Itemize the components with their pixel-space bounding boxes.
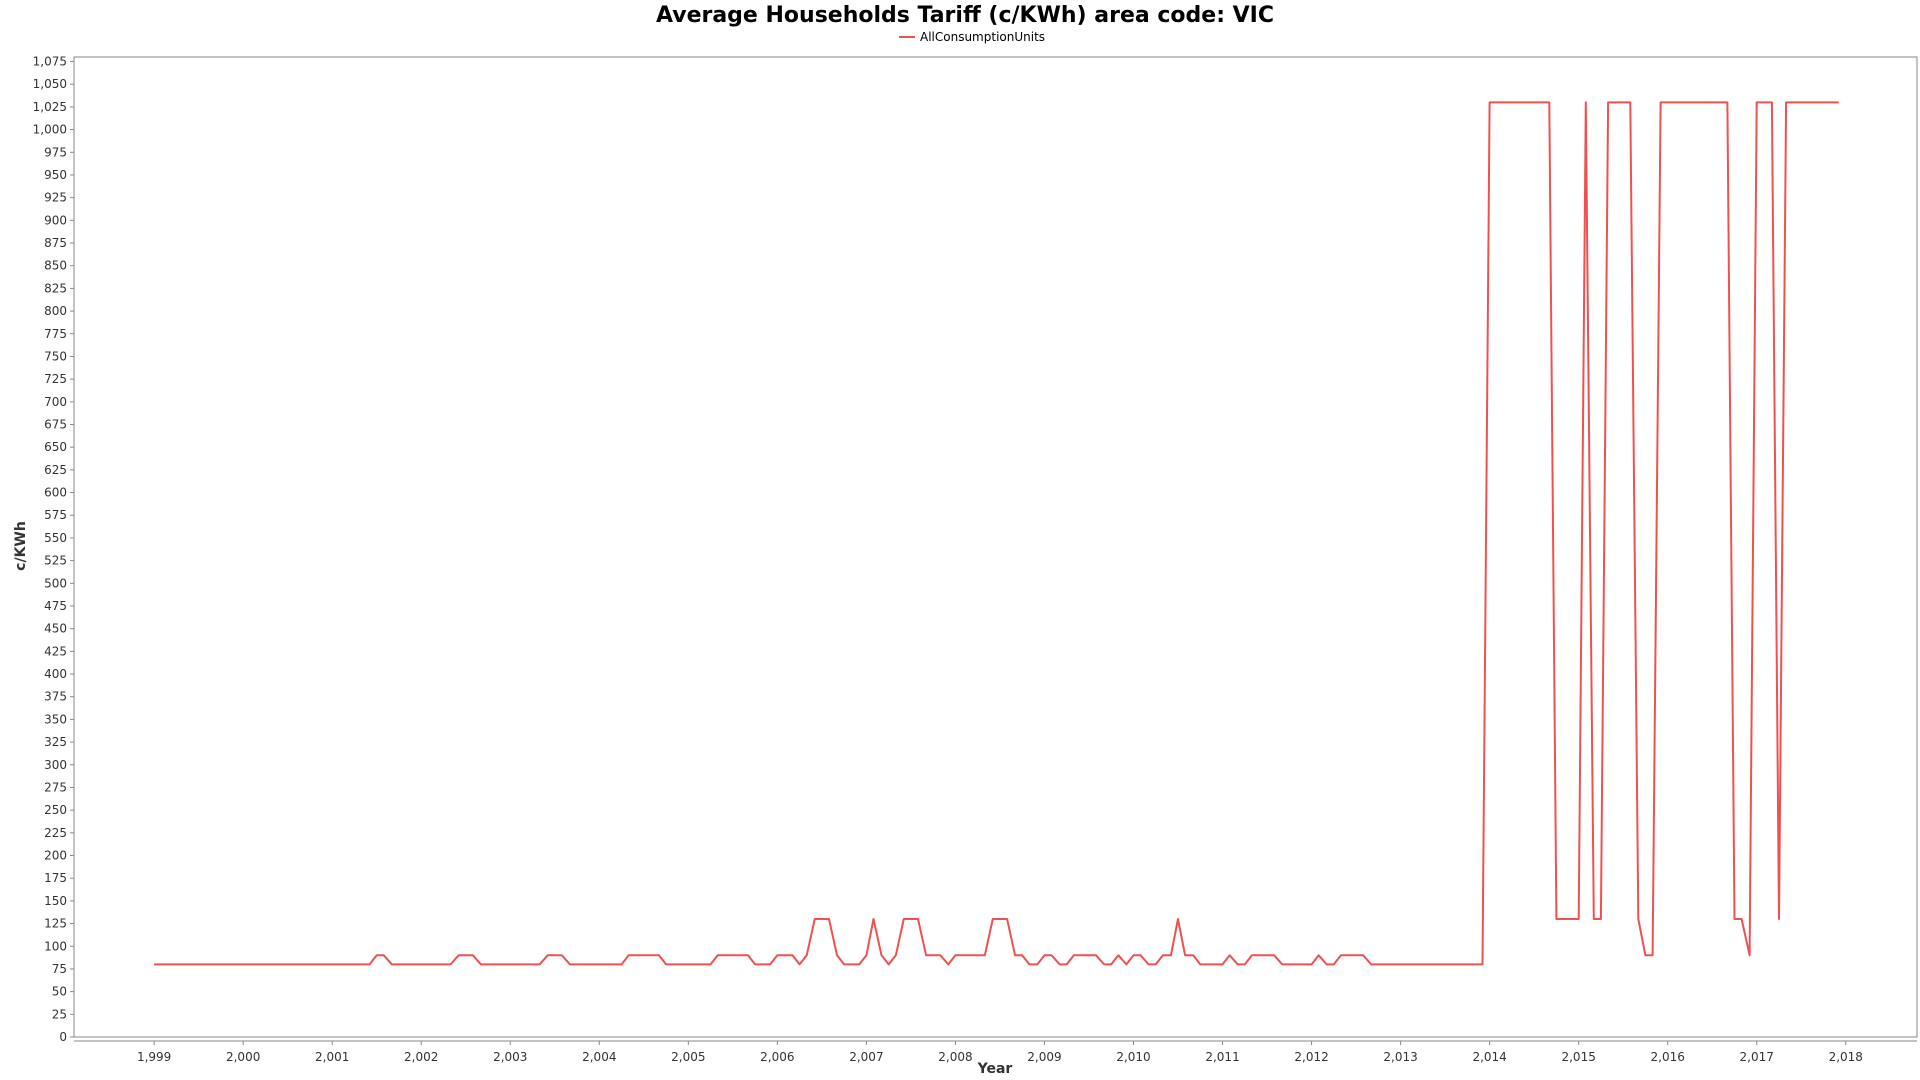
y-tick-label: 50 (52, 985, 67, 999)
y-tick-label: 525 (44, 554, 67, 568)
y-tick-label: 0 (59, 1030, 67, 1044)
y-tick-label: 400 (44, 667, 67, 681)
y-tick-label: 1,050 (33, 77, 67, 91)
x-tick-label: 2,001 (315, 1050, 349, 1064)
y-tick-label: 950 (44, 168, 67, 182)
x-tick-label: 1,999 (137, 1050, 171, 1064)
x-tick-label: 2,015 (1561, 1050, 1595, 1064)
y-tick-label: 475 (44, 599, 67, 613)
y-tick-label: 800 (44, 304, 67, 318)
x-tick-label: 2,011 (1205, 1050, 1239, 1064)
y-tick-label: 1,075 (33, 55, 67, 69)
y-tick-label: 1,025 (33, 100, 67, 114)
x-axis: 1,999 2,000 2,001 2,002 2,003 2,004 2,005 2,006… (74, 1040, 1917, 1064)
y-tick-label: 825 (44, 281, 67, 295)
x-tick-label: 2,010 (1116, 1050, 1150, 1064)
y-tick-label: 725 (44, 372, 67, 386)
x-tick-label: 2,017 (1740, 1050, 1774, 1064)
x-tick-label: 2,008 (938, 1050, 972, 1064)
plot-area (73, 56, 1918, 1038)
y-tick-label: 625 (44, 463, 67, 477)
y-tick-label: 750 (44, 349, 67, 363)
legend: AllConsumptionUnits (899, 30, 1045, 44)
y-tick-label: 75 (52, 962, 67, 976)
y-tick-label: 600 (44, 486, 67, 500)
y-tick-label: 175 (44, 871, 67, 885)
x-tick-label: 2,003 (493, 1050, 527, 1064)
x-tick-label: 2,007 (849, 1050, 883, 1064)
y-tick-label: 450 (44, 622, 67, 636)
x-tick-label: 2,012 (1294, 1050, 1328, 1064)
y-tick-label: 25 (52, 1007, 67, 1021)
y-tick-label: 1,000 (33, 123, 67, 137)
y-tick-label: 250 (44, 803, 67, 817)
y-tick-label: 900 (44, 213, 67, 227)
legend-label-allconsumptionunits: AllConsumptionUnits (920, 30, 1045, 44)
series-line-allconsumptionunits (154, 101, 1839, 966)
y-axis: 0 25 50 75 100 125 150 175 200 225 250 275 300 325 350… (33, 55, 75, 1044)
y-tick-label: 925 (44, 191, 67, 205)
y-tick-label: 275 (44, 780, 67, 794)
y-tick-label: 875 (44, 236, 67, 250)
y-axis-title: c/KWh (13, 521, 29, 571)
y-tick-label: 375 (44, 690, 67, 704)
y-tick-label: 125 (44, 917, 67, 931)
y-tick-label: 700 (44, 395, 67, 409)
y-tick-label: 425 (44, 644, 67, 658)
y-tick-label: 975 (44, 145, 67, 159)
y-tick-label: 675 (44, 418, 67, 432)
y-tick-label: 500 (44, 576, 67, 590)
x-tick-label: 2,006 (760, 1050, 794, 1064)
x-tick-label: 2,009 (1027, 1050, 1061, 1064)
y-tick-label: 650 (44, 440, 67, 454)
x-tick-label: 2,016 (1651, 1050, 1685, 1064)
x-tick-label: 2,000 (226, 1050, 260, 1064)
y-tick-label: 325 (44, 735, 67, 749)
y-tick-label: 575 (44, 508, 67, 522)
y-tick-label: 150 (44, 894, 67, 908)
y-tick-label: 775 (44, 327, 67, 341)
y-tick-label: 850 (44, 259, 67, 273)
x-tick-label: 2,013 (1383, 1050, 1417, 1064)
x-tick-label: 2,005 (671, 1050, 705, 1064)
x-tick-label: 2,002 (404, 1050, 438, 1064)
x-tick-label: 2,004 (582, 1050, 616, 1064)
x-axis-title: Year (977, 1061, 1013, 1077)
x-tick-label: 2,014 (1472, 1050, 1506, 1064)
y-tick-label: 225 (44, 826, 67, 840)
y-tick-label: 100 (44, 939, 67, 953)
series-layer (154, 101, 1839, 966)
y-tick-label: 550 (44, 531, 67, 545)
x-tick-label: 2,018 (1829, 1050, 1863, 1064)
chart-title: Average Households Tariff (c/KWh) area c… (656, 3, 1274, 28)
y-tick-label: 200 (44, 849, 67, 863)
y-tick-label: 300 (44, 758, 67, 772)
y-tick-label: 350 (44, 712, 67, 726)
